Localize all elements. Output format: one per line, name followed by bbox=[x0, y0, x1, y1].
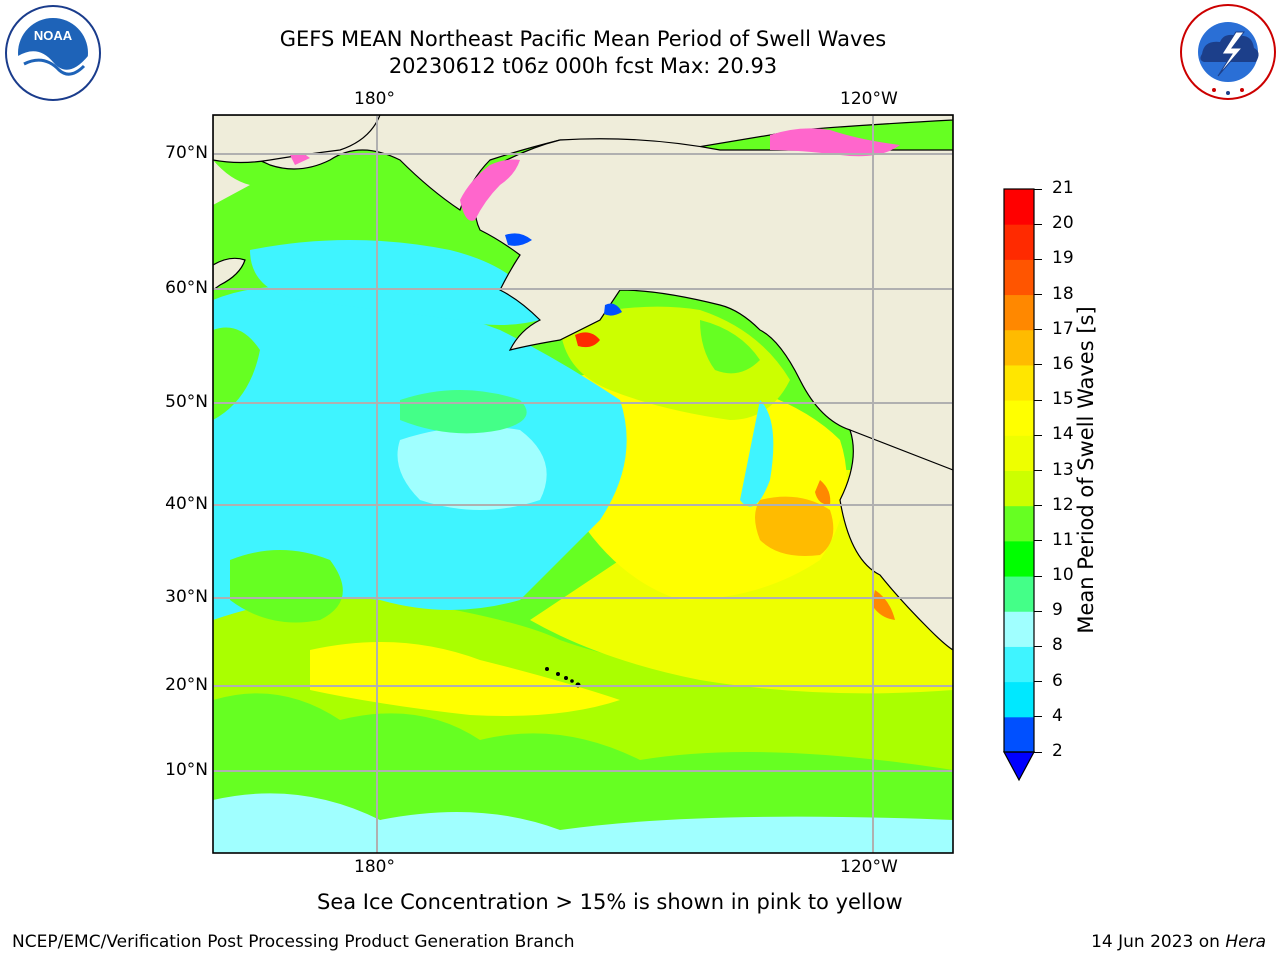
colorbar-band bbox=[1004, 576, 1034, 612]
lat-label-10n: 10°N bbox=[165, 760, 208, 780]
colorbar-tick-mark bbox=[1034, 610, 1042, 612]
colorbar-tick-mark bbox=[1034, 188, 1042, 190]
colorbar-tick-label: 11 bbox=[1052, 529, 1074, 550]
colorbar-band bbox=[1004, 505, 1034, 542]
colorbar-tick-mark bbox=[1034, 294, 1042, 296]
colorbar-tick-label: 20 bbox=[1052, 213, 1074, 234]
colorbar-tick-label: 10 bbox=[1052, 565, 1074, 586]
colorbar-tick-mark bbox=[1034, 540, 1042, 542]
lat-label-40n: 40°N bbox=[165, 494, 208, 514]
colorbar-tick-label: 4 bbox=[1052, 705, 1063, 726]
lat-label-50n: 50°N bbox=[165, 392, 208, 412]
colorbar-tick-label: 21 bbox=[1052, 178, 1074, 198]
colorbar-tick-label: 16 bbox=[1052, 353, 1074, 374]
colorbar-tick-mark bbox=[1034, 223, 1042, 225]
footer-machine: Hera bbox=[1225, 932, 1266, 952]
colorbar-under-arrow bbox=[1002, 751, 1036, 782]
graticule bbox=[213, 115, 953, 853]
colorbar-tick-mark bbox=[1034, 505, 1042, 507]
map-title-line1: GEFS MEAN Northeast Pacific Mean Period … bbox=[279, 27, 887, 51]
colorbar-tick-mark bbox=[1034, 575, 1042, 577]
colorbar-tick-label: 13 bbox=[1052, 459, 1074, 480]
colorbar-tick-mark bbox=[1034, 399, 1042, 401]
colorbar-tick-mark bbox=[1034, 645, 1042, 647]
colorbar-band bbox=[1004, 364, 1034, 401]
colorbar-band bbox=[1004, 681, 1034, 718]
lon-label-bottom-180: 180° bbox=[354, 857, 395, 877]
colorbar-tick-label: 2 bbox=[1052, 741, 1063, 761]
lat-label-70n: 70°N bbox=[165, 143, 208, 163]
colorbar-tick-mark bbox=[1034, 681, 1042, 683]
colorbar-tick-label: 9 bbox=[1052, 600, 1063, 621]
colorbar-band bbox=[1004, 540, 1034, 577]
colorbar-tick-label: 6 bbox=[1052, 670, 1063, 691]
colorbar-tick-label: 14 bbox=[1052, 424, 1074, 445]
lon-label-top-180: 180° bbox=[354, 89, 395, 109]
colorbar-tick-label: 8 bbox=[1052, 635, 1063, 656]
colorbar-tick-mark bbox=[1034, 470, 1042, 471]
colorbar-band bbox=[1004, 259, 1034, 296]
nws-logo bbox=[1180, 4, 1276, 100]
colorbar-tick-mark bbox=[1034, 364, 1042, 366]
colorbar-band bbox=[1004, 294, 1034, 331]
colorbar-band bbox=[1004, 224, 1034, 260]
colorbar-band bbox=[1004, 646, 1034, 683]
colorbar-tick-mark bbox=[1034, 258, 1042, 260]
colorbar-tick-label: 19 bbox=[1052, 248, 1074, 269]
colorbar-tick-mark bbox=[1034, 716, 1042, 718]
colorbar-tick-label: 17 bbox=[1052, 318, 1074, 339]
colorbar-tick-mark bbox=[1034, 434, 1042, 436]
colorbar-band bbox=[1004, 329, 1034, 366]
colorbar-tick-mark bbox=[1034, 751, 1042, 753]
lon-label-bottom-120w: 120°W bbox=[840, 857, 898, 877]
colorbar bbox=[1002, 188, 1036, 782]
colorbar-band bbox=[1004, 400, 1034, 436]
colorbar-band bbox=[1004, 470, 1034, 507]
colorbar-band bbox=[1004, 189, 1034, 225]
colorbar-label: Mean Period of Swell Waves [s] bbox=[1074, 306, 1098, 634]
colorbar-tick-label: 15 bbox=[1052, 389, 1074, 410]
noaa-logo: NOAA bbox=[5, 5, 101, 101]
colorbar-tick-label: 18 bbox=[1052, 283, 1074, 304]
footer-date: 14 Jun 2023 on Hera bbox=[1091, 932, 1266, 952]
colorbar-tick-mark bbox=[1034, 329, 1042, 331]
lon-label-top-120w: 120°W bbox=[840, 89, 898, 109]
lat-label-20n: 20°N bbox=[165, 675, 208, 695]
map-title-line2: 20230612 t06z 000h fcst Max: 20.93 bbox=[388, 54, 778, 78]
colorbar-band bbox=[1004, 435, 1034, 471]
noaa-logo-text: NOAA bbox=[34, 28, 73, 43]
lat-label-60n: 60°N bbox=[165, 278, 208, 298]
colorbar-band bbox=[1004, 716, 1034, 753]
footer-credit: NCEP/EMC/Verification Post Processing Pr… bbox=[12, 932, 575, 952]
footer-date-text: 14 Jun 2023 on bbox=[1091, 932, 1226, 952]
colorbar-tick-label: 12 bbox=[1052, 494, 1074, 515]
colorbar-band bbox=[1004, 611, 1034, 647]
map-frame bbox=[212, 114, 954, 854]
sea-ice-note: Sea Ice Concentration > 15% is shown in … bbox=[317, 890, 903, 914]
lat-label-30n: 30°N bbox=[165, 587, 208, 607]
